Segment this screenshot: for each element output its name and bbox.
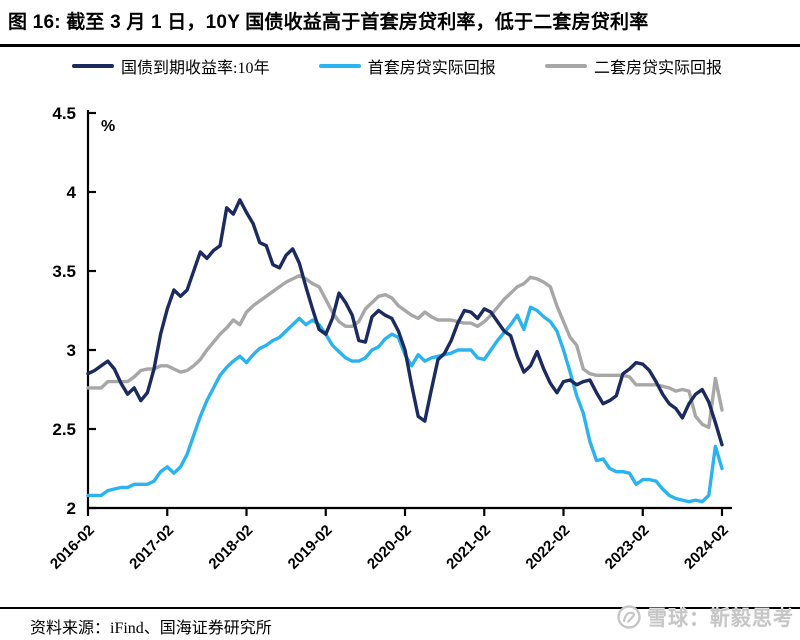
x-axis-ticks: 2016-02 2017-02 2018-02 2019-02 2020-02 2021-… [47,508,732,573]
x-tick-label: 2019-02 [285,522,336,573]
second-home-line-swatch [544,64,587,68]
legend-item-treasury: 国债到期收益率:10年 [72,54,269,78]
y-tick-label: 2.5 [52,420,76,439]
y-tick-label: 2 [67,499,76,518]
y-axis-unit-label: % [101,118,115,135]
source-note: 资料来源：iFind、国海证券研究所 [30,620,272,637]
treasury-line-swatch [72,64,114,68]
xueqiu-logo-icon [617,604,641,629]
y-tick-label: 4 [67,183,77,202]
first-home-line-swatch [318,64,361,68]
x-tick-label: 2016-02 [47,522,98,573]
legend-item-second-home: 二套房贷实际回报 [544,54,722,78]
x-tick-label: 2018-02 [205,522,256,573]
legend-label-second-home: 二套房贷实际回报 [593,60,722,77]
watermark-text: 雪球：靳毅思考 [647,608,794,630]
title-divider [0,44,800,47]
chart-legend: 国债到期收益率:10年 首套房贷实际回报 二套房贷实际回报 [72,55,722,77]
chart-axes [86,110,732,510]
x-tick-label: 2017-02 [126,522,177,573]
watermark: 雪球：靳毅思考 [616,602,794,631]
legend-label-treasury: 国债到期收益率:10年 [121,60,270,77]
legend-item-first-home: 首套房贷实际回报 [318,54,496,78]
treasury-10y-line [86,198,724,447]
y-tick-label: 3.5 [52,262,76,281]
legend-label-first-home: 首套房贷实际回报 [367,60,496,77]
y-axis-ticks: 4.5 4 3.5 3 2.5 2 [52,104,96,518]
y-tick-label: 4.5 [52,104,76,123]
x-tick-label: 2024-02 [681,522,732,573]
y-tick-label: 3 [67,341,76,360]
x-tick-label: 2022-02 [522,522,573,573]
chart-series-lines [86,198,724,504]
footer-divider [0,607,800,609]
first-home-return-line [86,305,724,504]
second-home-return-line [86,274,724,430]
figure-title: 图 16: 截至 3 月 1 日，10Y 国债收益高于首套房贷利率，低于二套房贷… [8,12,649,33]
x-tick-label: 2023-02 [602,522,653,573]
x-tick-label: 2020-02 [364,522,415,573]
x-tick-label: 2021-02 [443,522,494,573]
